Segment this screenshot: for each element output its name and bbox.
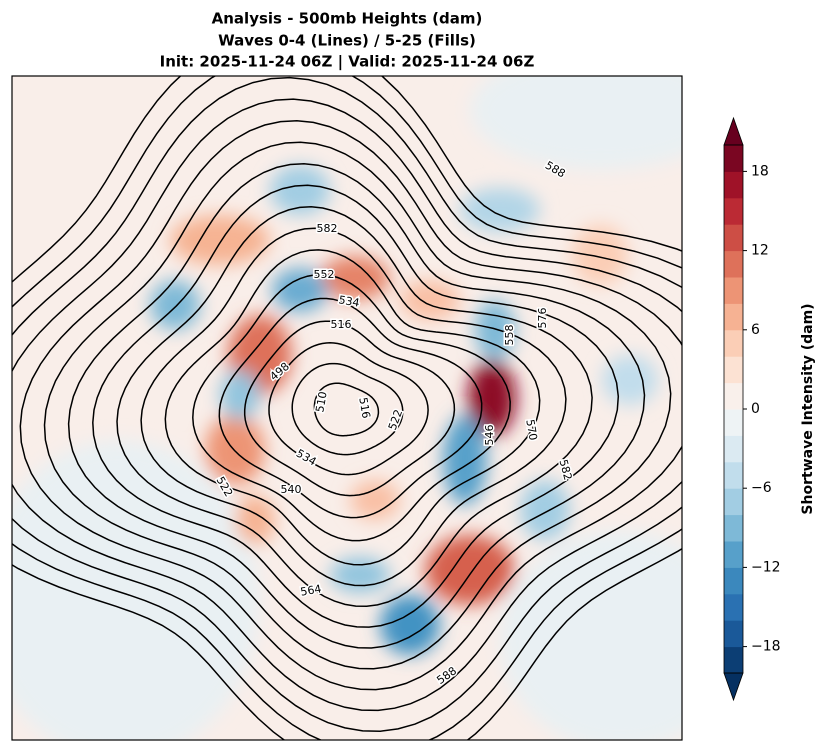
contour-line [12, 76, 682, 740]
colorbar-band [724, 409, 743, 436]
contour-line [192, 273, 511, 542]
fill-area [220, 370, 260, 420]
fill-area [602, 355, 658, 405]
colorbar-band [724, 461, 743, 489]
contour-label: 552 [314, 268, 335, 281]
title-line: Analysis - 500mb Heights (dam) [212, 10, 483, 28]
colorbar-tick-label: 18 [751, 163, 769, 179]
colorbar-band [724, 224, 743, 252]
fill-area [500, 530, 682, 740]
colorbar-band [724, 145, 743, 172]
fill-area [443, 415, 487, 505]
fill-area [425, 535, 515, 605]
colorbar-band [724, 329, 743, 357]
contours [12, 76, 682, 740]
contour-label: 534 [338, 293, 361, 309]
colorbar-band [724, 514, 743, 542]
contour-label: 576 [536, 308, 549, 329]
fill-area [350, 480, 400, 520]
contour-line [164, 249, 541, 566]
colorbar-band [724, 277, 743, 304]
fill-area [270, 165, 330, 215]
fill-area [12, 440, 260, 740]
fill-area [235, 495, 275, 545]
colorbar-tick-label: 0 [751, 401, 760, 417]
fill-area [400, 280, 460, 320]
colorbar-tick-label: −12 [751, 559, 781, 575]
fill-area [170, 215, 270, 265]
contour-line [12, 76, 682, 732]
contour-line [218, 297, 483, 519]
contour-line [43, 141, 672, 670]
fill-area [380, 595, 440, 655]
contour-label: 582 [317, 222, 338, 235]
colorbar-band [724, 567, 743, 595]
colorbar-tick-label: −18 [751, 639, 781, 655]
colorbar-band [724, 620, 743, 648]
colorbar-tick-label: −6 [751, 480, 772, 496]
contour-line [313, 382, 380, 437]
colorbar-band [724, 541, 743, 568]
colorbar-band [724, 356, 743, 384]
fill-area [330, 557, 390, 593]
contour-line [116, 206, 593, 608]
colorbar-extend [723, 672, 744, 702]
colorbar-band [724, 171, 743, 199]
title-line: Init: 2025-11-24 06Z | Valid: 2025-11-24… [160, 53, 535, 72]
contour-line [67, 162, 646, 649]
colorbar: −18 −12 −6 0 6 12 18 [723, 116, 781, 702]
contour-label: 510 [313, 390, 329, 413]
fill-area [320, 256, 390, 300]
fill-area [475, 300, 515, 360]
colorbar-band [724, 646, 743, 674]
contour-line [243, 320, 456, 497]
colorbar-band [724, 382, 743, 410]
contour-line [12, 98, 682, 712]
fill-area [572, 225, 628, 285]
contour-line [92, 184, 620, 628]
contour-line [291, 362, 404, 456]
contour-label: 558 [503, 325, 516, 346]
fill-area [272, 268, 328, 312]
map-frame [11, 75, 683, 741]
fill-area [470, 76, 682, 170]
contour-line [19, 119, 682, 691]
colorbar-band [724, 435, 743, 463]
contour-label: 570 [523, 418, 539, 441]
contour-line [140, 227, 567, 587]
colorbar-band [724, 488, 743, 516]
colorbar-extend [723, 116, 744, 146]
contour-label: 546 [483, 425, 496, 446]
colorbar-band [724, 197, 743, 225]
contour-line [12, 76, 682, 740]
colorbar-band [724, 303, 743, 331]
colorbar-tick-label: 6 [751, 322, 760, 338]
contour-label: 540 [281, 483, 302, 496]
contour-line [268, 342, 429, 476]
contour-label: 564 [299, 582, 322, 598]
contour-label: 516 [356, 396, 372, 419]
title-line: Waves 0-4 (Lines) / 5-25 (Fills) [218, 32, 476, 50]
colorbar-band [724, 593, 743, 621]
colorbar-band [724, 250, 743, 278]
contour-label: 516 [331, 318, 352, 331]
colorbar-tick-label: 12 [751, 243, 769, 259]
colorbar-label: Shortwave Intensity (dam) [800, 303, 816, 514]
